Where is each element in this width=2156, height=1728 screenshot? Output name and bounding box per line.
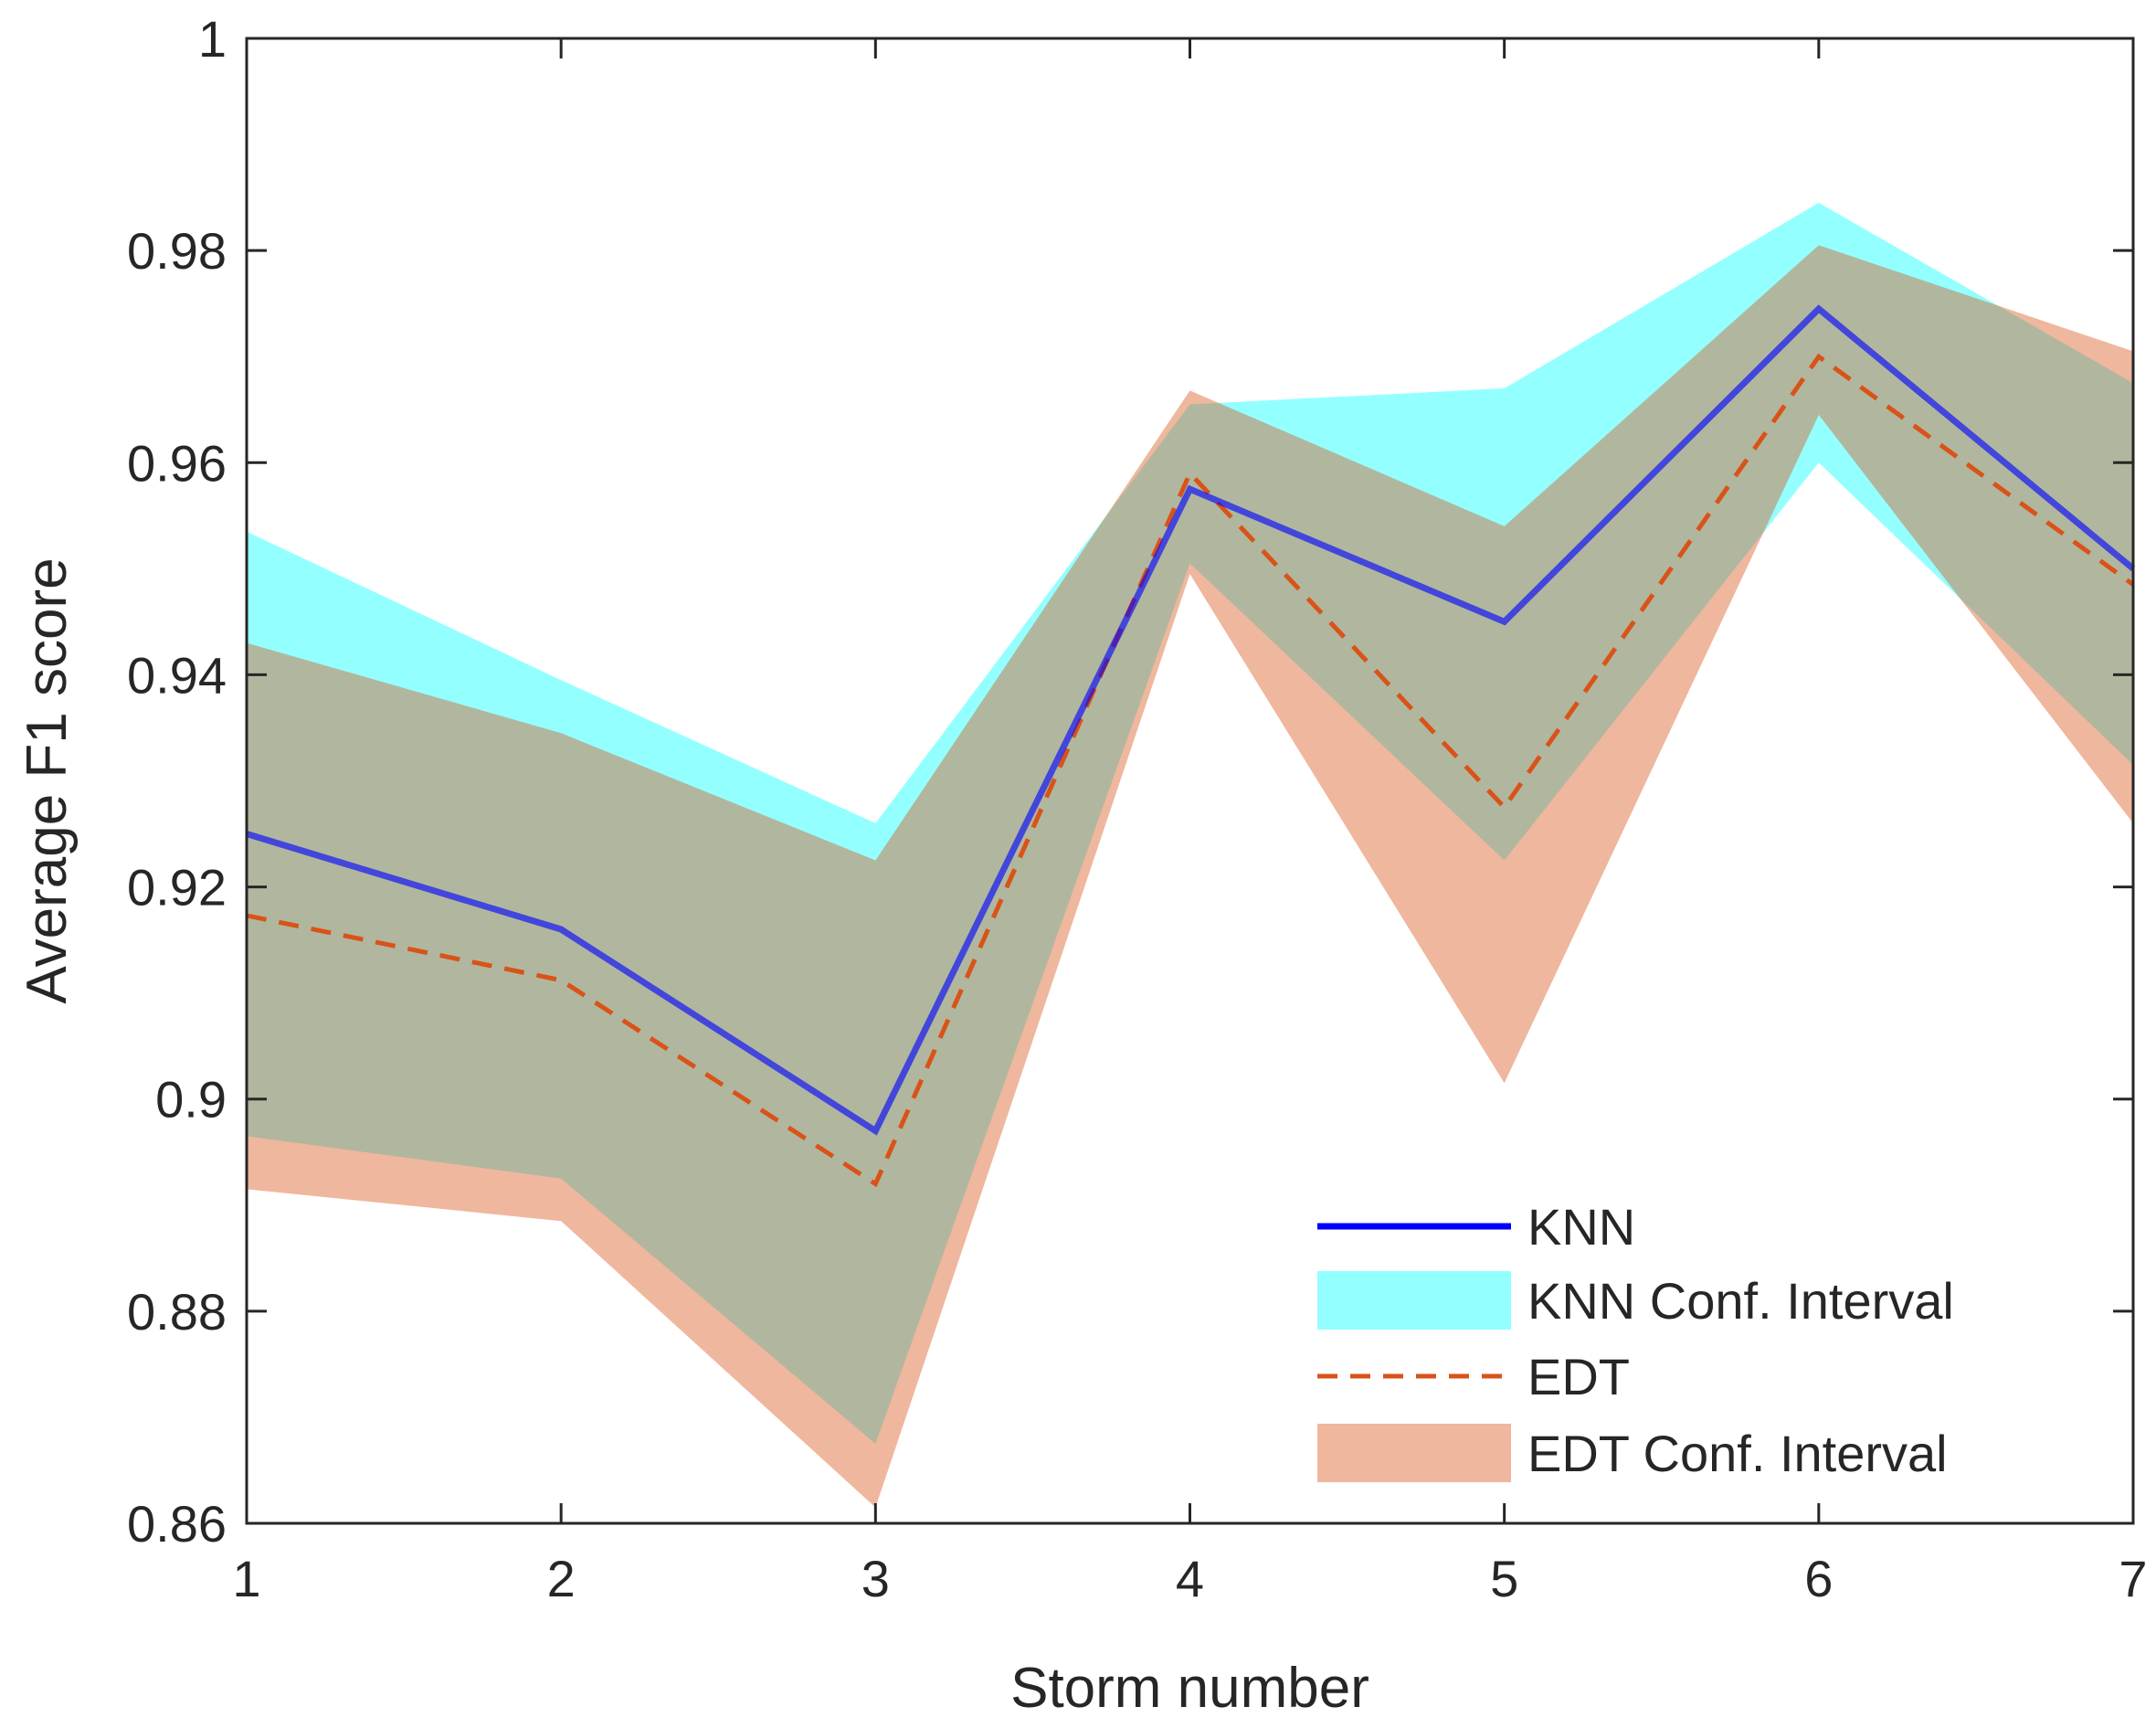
y-tick-label: 0.88 (127, 1283, 227, 1341)
x-tick-label: 7 (2119, 1550, 2147, 1607)
y-axis: 0.86 0.88 0.9 0.92 0.94 0.96 0.98 1 (127, 10, 2133, 1553)
legend-label: EDT (1527, 1348, 1630, 1405)
legend-swatch-band (1317, 1271, 1511, 1330)
y-tick-label: 0.86 (127, 1495, 227, 1553)
y-tick-label: 0.96 (127, 434, 227, 492)
x-tick-label: 3 (861, 1550, 890, 1607)
legend-swatch-band (1317, 1424, 1511, 1482)
band-edt-conf-interval (247, 245, 2133, 1508)
y-axis-title: Average F1 score (16, 557, 79, 1003)
x-axis: 1 2 3 4 5 6 7 (232, 38, 2148, 1607)
series-line-edt (246, 353, 2135, 1188)
x-tick-label: 2 (547, 1550, 576, 1607)
x-tick-label: 1 (232, 1550, 260, 1607)
x-tick-label: 4 (1176, 1550, 1204, 1607)
x-axis-title: Storm number (1010, 1657, 1369, 1720)
y-tick-label: 0.94 (127, 646, 227, 704)
band-knn-conf-interval (247, 202, 2133, 1444)
series-lines (245, 304, 2136, 1188)
x-tick-label: 5 (1490, 1550, 1518, 1607)
y-tick-label: 0.98 (127, 222, 227, 280)
x-tick-label: 6 (1804, 1550, 1833, 1607)
y-tick-label: 0.9 (155, 1071, 227, 1129)
confidence-bands (247, 202, 2133, 1508)
legend: KNN KNN Conf. Interval EDT EDT Conf. Interv… (1317, 1198, 1954, 1482)
y-tick-label: 0.92 (127, 859, 227, 917)
legend-label: KNN (1527, 1198, 1635, 1256)
y-tick-label: 1 (198, 10, 227, 68)
series-line-knn (245, 304, 2136, 1136)
legend-label: KNN Conf. Interval (1527, 1272, 1954, 1330)
legend-label: EDT Conf. Interval (1527, 1425, 1948, 1482)
